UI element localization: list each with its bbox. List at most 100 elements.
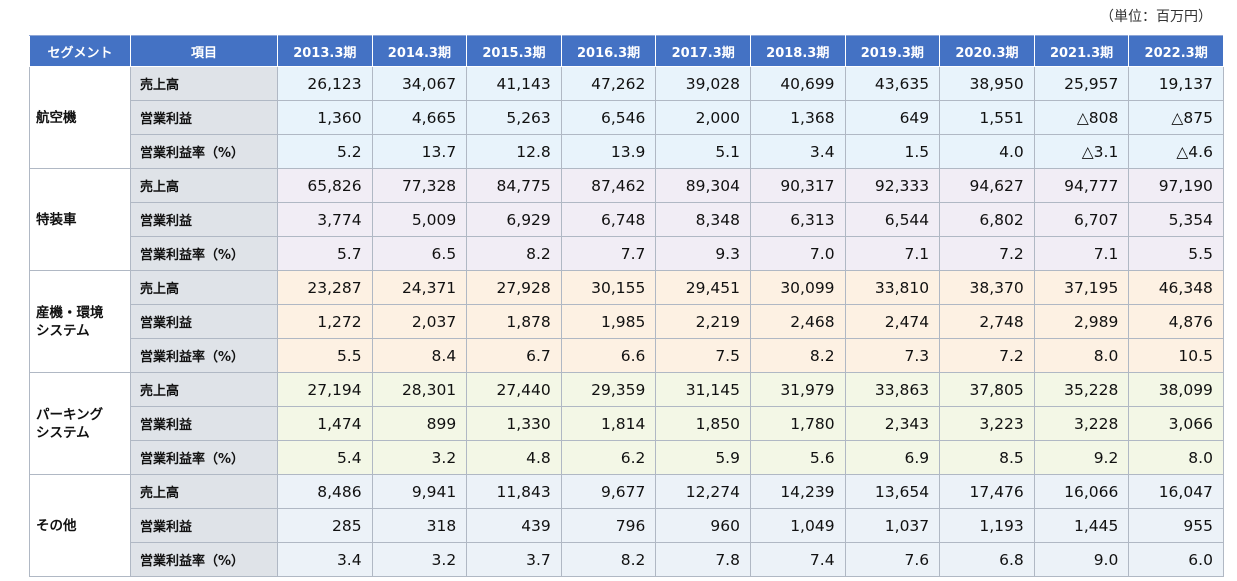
table-row: 営業利益率（%） 5.5 8.4 6.7 6.6 7.5 8.2 7.3 7.2 8.0 10.5 [30, 338, 1224, 373]
header-year: 2018.3期 [749, 35, 846, 67]
value-cell: 3.4 [277, 542, 373, 577]
value-cell: 26,123 [277, 66, 373, 101]
item-label: 営業利益 [130, 304, 278, 339]
value-cell: 1,474 [277, 406, 373, 441]
value-cell: 3.7 [466, 542, 562, 577]
item-label: 営業利益率（%） [130, 338, 278, 373]
table-row: 営業利益 1,272 2,037 1,878 1,985 2,219 2,468 2,474 2… [30, 304, 1224, 339]
value-cell: 9.0 [1033, 542, 1130, 577]
value-cell: 5.2 [277, 134, 373, 169]
item-label: 売上高 [130, 474, 278, 509]
table-row: 営業利益率（%） 5.7 6.5 8.2 7.7 9.3 7.0 7.1 7.2 7.1 5.5 [30, 236, 1224, 271]
value-cell: 2,037 [371, 304, 468, 339]
value-cell: 92,333 [844, 168, 941, 203]
value-cell: 6,802 [939, 202, 1035, 237]
item-label: 営業利益率（%） [130, 236, 278, 271]
value-cell: 7.8 [655, 542, 751, 577]
value-cell: 1,272 [277, 304, 373, 339]
value-cell: 87,462 [560, 168, 657, 203]
value-cell: 9.2 [1033, 440, 1130, 475]
value-cell: 6.7 [466, 338, 562, 373]
value-cell: 97,190 [1128, 168, 1224, 203]
header-item: 項目 [130, 35, 278, 67]
segment-name: その他 [29, 474, 131, 577]
value-cell: 13,654 [844, 474, 941, 509]
value-cell: 5.5 [1128, 236, 1224, 271]
value-cell: 649 [844, 100, 941, 135]
value-cell: 2,989 [1033, 304, 1130, 339]
header-year: 2021.3期 [1033, 35, 1130, 67]
value-cell: 31,145 [655, 372, 751, 407]
value-cell: 19,137 [1128, 66, 1224, 101]
value-cell: 5.7 [277, 236, 373, 271]
value-cell: 1,330 [466, 406, 562, 441]
value-cell: 65,826 [277, 168, 373, 203]
value-cell: 27,928 [466, 270, 562, 305]
value-cell: 285 [277, 508, 373, 543]
value-cell: 2,468 [749, 304, 846, 339]
value-cell: 8,486 [277, 474, 373, 509]
value-cell: 10.5 [1128, 338, 1224, 373]
value-cell: 4.0 [939, 134, 1035, 169]
table-row: 特装車 売上高 65,826 77,328 84,775 87,462 89,304 90,3… [29, 168, 1224, 271]
value-cell: 7.4 [749, 542, 846, 577]
value-cell: 8.5 [939, 440, 1035, 475]
value-cell: 8.4 [371, 338, 468, 373]
value-cell: 33,863 [844, 372, 941, 407]
value-cell: 43,635 [844, 66, 941, 101]
header-segment: セグメント [29, 35, 131, 67]
value-cell: 1,985 [560, 304, 657, 339]
value-cell: 5,263 [466, 100, 562, 135]
value-cell: 37,805 [939, 372, 1035, 407]
table-row: 営業利益 1,360 4,665 5,263 6,546 2,000 1,368 649 1,5… [30, 100, 1224, 135]
table-row: 営業利益率（%） 5.4 3.2 4.8 6.2 5.9 5.6 6.9 8.5 9.2 8.0 [30, 440, 1224, 475]
value-cell: 2,000 [655, 100, 751, 135]
value-cell: 4.8 [466, 440, 562, 475]
value-cell: 5.1 [655, 134, 751, 169]
segment-name: 航空機 [29, 66, 131, 169]
value-cell: 5.5 [277, 338, 373, 373]
value-cell: 77,328 [371, 168, 468, 203]
value-cell: 2,748 [939, 304, 1035, 339]
value-cell: 2,219 [655, 304, 751, 339]
header-year: 2020.3期 [939, 35, 1035, 67]
value-cell: 24,371 [371, 270, 468, 305]
value-cell: △4.6 [1128, 134, 1224, 169]
value-cell: 1,368 [749, 100, 846, 135]
value-cell: 439 [466, 508, 562, 543]
value-cell: 34,067 [371, 66, 468, 101]
value-cell: 1,360 [277, 100, 373, 135]
value-cell: 1,049 [749, 508, 846, 543]
header-year: 2017.3期 [655, 35, 751, 67]
item-label: 売上高 [130, 372, 278, 407]
value-cell: 6.5 [371, 236, 468, 271]
table-row: 営業利益 1,474 899 1,330 1,814 1,850 1,780 2,343 3,2… [30, 406, 1224, 441]
value-cell: 7.3 [844, 338, 941, 373]
header-year: 2019.3期 [844, 35, 941, 67]
value-cell: 5.9 [655, 440, 751, 475]
value-cell: 8.2 [560, 542, 657, 577]
item-label: 営業利益 [130, 508, 278, 543]
value-cell: 38,099 [1128, 372, 1224, 407]
value-cell: 35,228 [1033, 372, 1130, 407]
value-cell: 28,301 [371, 372, 468, 407]
value-cell: 27,440 [466, 372, 562, 407]
value-cell: 1,780 [749, 406, 846, 441]
item-label: 営業利益 [130, 100, 278, 135]
value-cell: 960 [655, 508, 751, 543]
value-cell: △875 [1128, 100, 1224, 135]
value-cell: 84,775 [466, 168, 562, 203]
value-cell: 5,354 [1128, 202, 1224, 237]
value-cell: 4,665 [371, 100, 468, 135]
value-cell: 6.2 [560, 440, 657, 475]
value-cell: 29,359 [560, 372, 657, 407]
value-cell: 12.8 [466, 134, 562, 169]
value-cell: 47,262 [560, 66, 657, 101]
value-cell: 6,707 [1033, 202, 1130, 237]
item-label: 営業利益率（%） [130, 134, 278, 169]
value-cell: 8,348 [655, 202, 751, 237]
value-cell: 37,195 [1033, 270, 1130, 305]
value-cell: 1,850 [655, 406, 751, 441]
value-cell: 1,037 [844, 508, 941, 543]
table-row: 営業利益率（%） 3.4 3.2 3.7 8.2 7.8 7.4 7.6 6.8 9.0 6.0 [30, 542, 1224, 577]
